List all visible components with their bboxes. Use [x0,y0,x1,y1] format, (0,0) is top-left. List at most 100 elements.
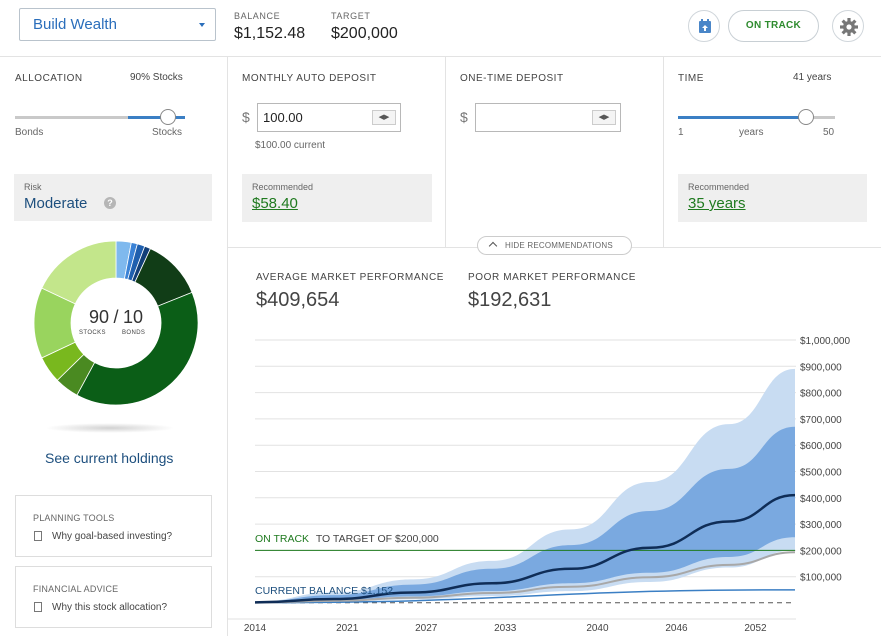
one-time-deposit-label: ONE-TIME DEPOSIT [460,73,564,84]
stepper-arrows-icon[interactable]: ◀▶ [592,110,616,125]
document-icon [34,602,42,612]
time-mid-label: years [739,127,764,138]
on-track-label: ON TRACK TO TARGET OF $200,000 [255,533,439,545]
time-slider-handle[interactable] [798,109,815,125]
balance-stat: BALANCE $1,152.48 [234,11,305,43]
monthly-reco-label: Recommended [252,182,314,192]
balance-label: BALANCE [234,11,281,21]
time-slider-fill [678,116,807,119]
time-max-label: 50 [823,127,835,138]
on-track-button[interactable]: ON TRACK [728,10,819,42]
average-performance: AVERAGE MARKET PERFORMANCE $409,654 [256,272,444,312]
planning-tools-link[interactable]: Why goal-based investing? [52,531,173,542]
poor-performance: POOR MARKET PERFORMANCE $192,631 [468,272,636,312]
balance-value: $1,152.48 [234,25,306,42]
calendar-upload-icon [699,19,711,33]
x-tick-label: 2052 [744,623,767,634]
financial-advice-title: FINANCIAL ADVICE [33,584,119,594]
poor-performance-label: POOR MARKET PERFORMANCE [468,272,637,283]
x-tick-label: 2014 [244,623,267,634]
one-time-deposit-input[interactable]: ◀▶ [475,103,621,132]
slider-left-label: Bonds [15,127,44,138]
time-reco-value[interactable]: 35 years [688,195,746,212]
y-tick-label: $900,000 [800,362,842,373]
donut-shadow [45,423,175,433]
chevron-down-icon [199,23,205,27]
calendar-upload-button[interactable] [688,10,720,42]
x-tick-label: 2027 [415,623,438,634]
risk-box: Risk Moderate ? [14,174,212,221]
poor-performance-value: $192,631 [468,289,552,311]
allocation-slider-track[interactable] [15,116,185,119]
risk-value: Moderate [24,195,88,212]
monthly-deposit-label: MONTHLY AUTO DEPOSIT [242,73,377,84]
donut-segment-9[interactable] [41,240,117,305]
planning-tools-title: PLANNING TOOLS [33,513,115,523]
on-track-word: ON TRACK [255,533,309,545]
y-tick-label: $200,000 [800,546,842,557]
donut-bonds-label: BONDS [122,330,146,336]
allocation-slider-fill [128,116,185,119]
projection-chart: $100,000 $200,000 $300,000 $400,000 $500,000… [228,336,850,634]
goal-select-value: Build Wealth [33,16,117,33]
allocation-donut [33,240,199,406]
allocation-slider-handle[interactable] [160,109,176,125]
time-reco-label: Recommended [688,182,750,192]
x-tick-label: 2033 [494,623,517,634]
document-icon [34,531,42,541]
current-balance-label: CURRENT BALANCE $1,152 [255,585,393,597]
one-time-deposit-panel: ONE-TIME DEPOSIT $ ◀▶ [446,57,664,247]
settings-button[interactable] [832,10,864,42]
time-label: TIME [678,73,704,84]
donut-segment-5[interactable] [76,291,199,406]
goal-select[interactable]: Build Wealth [19,8,216,41]
monthly-currency: $ [242,109,250,125]
help-icon[interactable]: ? [104,197,116,209]
target-value: $200,000 [331,25,398,42]
y-tick-label: $800,000 [800,389,842,400]
donut-stocks-label: STOCKS [79,330,106,336]
y-tick-label: $400,000 [800,494,842,505]
average-performance-label: AVERAGE MARKET PERFORMANCE [256,272,445,283]
time-min-label: 1 [678,127,684,138]
target-label: TARGET [331,11,371,21]
allocation-label: ALLOCATION [15,73,83,84]
donut-slash: / [113,307,119,327]
time-recommendation: Recommended 35 years [678,174,867,222]
x-tick-label: 2021 [336,623,359,634]
one-time-currency: $ [460,109,468,125]
slider-right-label: Stocks [152,127,183,138]
average-performance-line [254,493,796,604]
y-tick-label: $300,000 [800,520,842,531]
monthly-deposit-panel: MONTHLY AUTO DEPOSIT $ 100.00 ◀▶ $100.00… [228,57,446,247]
monthly-deposit-value: 100.00 [263,110,303,125]
allocation-value: 90% Stocks [130,72,183,83]
donut-bonds: 10 [122,307,143,327]
allocation-panel: ALLOCATION 90% Stocks Bonds Stocks Risk … [0,57,228,636]
stepper-arrows-icon[interactable]: ◀▶ [372,110,396,125]
target-stat: TARGET $200,000 [331,11,398,43]
time-panel: TIME 41 years 1 years 50 Recommended 35 … [664,57,881,247]
y-tick-label: $100,000 [800,573,842,584]
y-tick-label: $700,000 [800,415,842,426]
donut-stocks: 90 [89,307,110,327]
see-holdings-link[interactable]: See current holdings [45,450,174,466]
donut-center: 90 / 10 [66,307,166,328]
monthly-recommendation: Recommended $58.40 [242,174,432,222]
monthly-reco-value[interactable]: $58.40 [252,195,298,212]
target-text: TO TARGET OF $200,000 [316,533,439,545]
monthly-deposit-input[interactable]: 100.00 ◀▶ [257,103,401,132]
top-bar: Build Wealth BALANCE $1,152.48 TARGET $2… [0,0,881,57]
poor-performance-line [254,551,796,604]
x-tick-label: 2046 [665,623,688,634]
time-value: 41 years [793,72,832,83]
chevron-up-icon [488,241,498,251]
planning-tools-box: PLANNING TOOLS Why goal-based investing? [15,495,212,557]
y-tick-label: $500,000 [800,468,842,479]
risk-label: Risk [24,182,42,192]
financial-advice-box: FINANCIAL ADVICE Why this stock allocati… [15,566,212,628]
hide-recommendations-label: HIDE RECOMMENDATIONS [505,241,613,250]
hide-recommendations-button[interactable]: HIDE RECOMMENDATIONS [477,236,632,255]
y-tick-label: $1,000,000 [800,336,850,347]
financial-advice-link[interactable]: Why this stock allocation? [52,602,168,613]
